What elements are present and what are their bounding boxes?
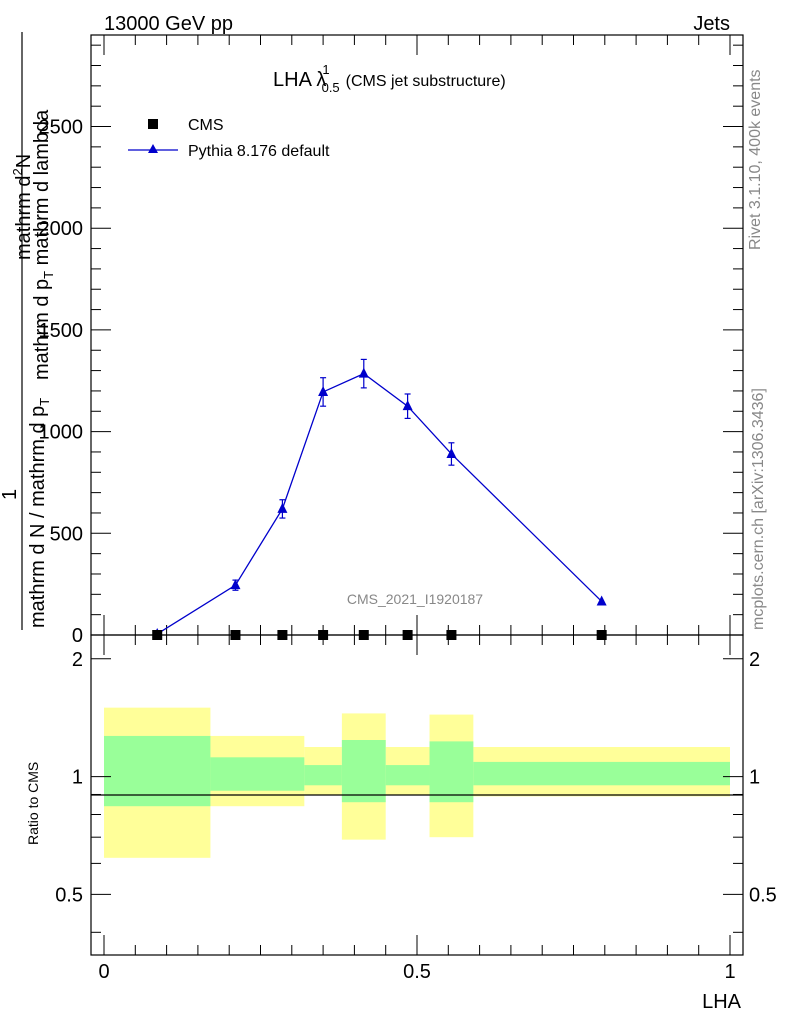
legend-label-pythia: Pythia 8.176 default	[188, 143, 330, 160]
pythia-marker	[596, 595, 607, 606]
main-ytick-label: 2500	[39, 117, 84, 139]
main-ytick-labels: 0 500 1000 1500 2000 2500	[39, 117, 84, 647]
xtick-labels: 0 0.5 1	[98, 961, 735, 983]
pythia-point	[402, 393, 413, 419]
ylabel-one: 1	[0, 489, 21, 500]
ratio-band-green	[429, 741, 474, 803]
ratio-ytick-label-right: 2	[749, 649, 760, 671]
pythia-marker	[358, 367, 369, 378]
mcplots-label: mcplots.cern.ch [arXiv:1306.3436]	[750, 388, 767, 630]
main-ytick-label: 500	[50, 523, 83, 545]
main-panel: 0 500 1000 1500 2000 2500 CMS_2021_I1920187 L…	[39, 34, 744, 647]
ratio-ylabel: Ratio to CMS	[25, 762, 41, 845]
pythia-point	[446, 442, 457, 466]
ylabel-denom-sub: T	[37, 398, 52, 406]
ratio-bands	[104, 707, 730, 858]
ylabel-numer-den-main: mathrm d p	[31, 279, 53, 380]
ylabel-denom-main: mathrm d N / mathrm d p	[27, 406, 49, 628]
ylabel-numer-sup: 2	[10, 168, 25, 175]
pythia-point	[318, 377, 329, 407]
pythia-marker	[402, 400, 413, 411]
main-ytick-label: 1000	[39, 422, 84, 444]
ylabel-numer-den: mathrm d pT mathrm d lambda	[31, 109, 56, 380]
pythia-point	[596, 595, 607, 606]
legend: CMS Pythia 8.176 default	[128, 117, 330, 160]
chart-title: LHA λ1 0.5 (CMS jet substructure)	[273, 62, 506, 95]
ratio-band-green	[341, 740, 386, 803]
title-note: (CMS jet substructure)	[346, 73, 506, 90]
main-ylabel: 1 mathrm d N / mathrm d pT mathrm d2N ma…	[0, 32, 56, 630]
ylabel-numer-d: mathrm d	[13, 176, 35, 260]
ratio-frame	[90, 634, 744, 956]
pythia-point	[277, 499, 288, 519]
xtick-label: 1	[724, 961, 735, 983]
ratio-band-green	[104, 735, 211, 807]
legend-marker-pythia	[148, 144, 158, 153]
main-ytick-label: 0	[72, 625, 83, 647]
pythia-marker	[318, 385, 329, 396]
pythia-marker	[446, 447, 457, 458]
ratio-ytick-label-left: 1	[72, 767, 83, 789]
ratio-ytick-label-left: 2	[72, 649, 83, 671]
ratio-ytick-label-right: 1	[749, 767, 760, 789]
ratio-band-green	[304, 765, 342, 786]
ylabel-numer: mathrm d2N	[10, 154, 35, 260]
legend-marker-cms	[148, 119, 158, 129]
pythia-line	[156, 372, 603, 635]
ratio-ytick-label-left: 0.5	[55, 884, 83, 906]
ratio-ticks	[91, 635, 743, 955]
title-main: LHA λ	[273, 69, 326, 91]
pythia-marker	[230, 579, 241, 590]
ylabel-denom: mathrm d N / mathrm d pT	[27, 398, 52, 628]
ylabel-numer-n: N	[13, 154, 35, 168]
pythia-point	[230, 579, 241, 591]
ratio-band-green	[473, 761, 730, 786]
main-ytick-label: 1500	[39, 320, 84, 342]
main-ytick-label: 2000	[39, 218, 84, 240]
xtick-label: 0.5	[403, 961, 431, 983]
pythia-point	[358, 358, 369, 389]
xtick-label: 0	[98, 961, 109, 983]
ratio-band-green	[210, 757, 305, 791]
ratio-panel: 0.5 0.51 12 2 0 0.5 1 Ratio to CMS LHA	[25, 634, 777, 1013]
legend-label-cms: CMS	[188, 117, 224, 134]
header-left: 13000 GeV pp	[104, 13, 233, 35]
xlabel: LHA	[702, 991, 742, 1013]
ratio-ytick-label-right: 0.5	[749, 884, 777, 906]
ratio-ytick-labels: 0.5 0.5 1 1 2 2	[55, 649, 777, 907]
ylabel-numer-den-rest: mathrm d lambda	[31, 109, 53, 271]
ylabel-numer-den-sub: T	[41, 271, 56, 279]
pythia-marker	[277, 502, 288, 513]
header-right: Jets	[693, 13, 730, 35]
analysis-watermark: CMS_2021_I1920187	[347, 591, 483, 607]
ratio-band-green	[385, 765, 430, 786]
rivet-label: Rivet 3.1.10, 400k events	[747, 69, 764, 250]
title-sub: 0.5	[322, 80, 340, 95]
title-sup: 1	[322, 62, 329, 77]
